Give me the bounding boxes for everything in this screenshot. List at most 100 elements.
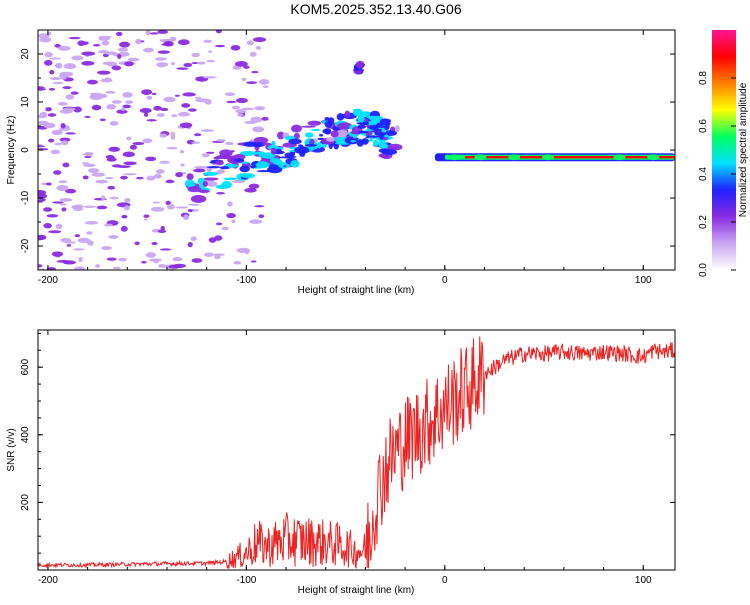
spectrogram-y-tick-label: 20 — [20, 48, 31, 60]
carrier-line-core — [464, 156, 675, 159]
chirp-blob — [255, 161, 270, 169]
spectrogram-x-tick-label: 0 — [442, 275, 448, 286]
carrier-bright-spot — [474, 154, 487, 161]
noise-blob — [120, 108, 126, 111]
spectrogram-y-tick-label: 10 — [20, 96, 31, 108]
noise-blob — [47, 113, 57, 117]
chirp-blob — [330, 130, 339, 138]
noise-blob — [194, 96, 202, 99]
noise-blob — [157, 30, 169, 34]
noise-blob — [157, 63, 166, 68]
noise-blob — [149, 258, 162, 262]
noise-blob — [60, 123, 66, 129]
noise-blob — [179, 149, 185, 154]
noise-blob — [68, 36, 81, 40]
noise-blob — [81, 51, 96, 56]
noise-blob — [141, 260, 147, 264]
noise-blob — [73, 248, 85, 251]
noise-blob — [81, 162, 90, 165]
chirp-blob — [373, 139, 379, 148]
noise-blob — [105, 90, 116, 94]
noise-blob — [65, 188, 77, 194]
carrier-bright-spot — [647, 154, 660, 161]
chirp-blob — [378, 148, 389, 153]
chirp-blob — [358, 130, 368, 134]
chirp-blob — [251, 142, 266, 148]
noise-blob — [39, 111, 48, 118]
spectrogram-x-tick-label: -200 — [38, 275, 58, 286]
noise-blob — [62, 107, 76, 111]
colorbar-tick-label: 0.6 — [698, 119, 709, 133]
chirp-blob — [198, 189, 210, 194]
noise-blob — [45, 107, 52, 112]
noise-blob — [213, 253, 225, 257]
spectrogram-x-tick-label: -100 — [236, 275, 256, 286]
noise-blob — [163, 96, 176, 103]
noise-blob — [221, 226, 229, 231]
noise-blob — [160, 107, 169, 112]
chirp-blob — [215, 184, 231, 190]
chirp-blob — [270, 147, 277, 155]
noise-blob — [99, 118, 106, 122]
noise-blob — [159, 133, 168, 138]
noise-blob — [98, 35, 113, 39]
noise-blob — [48, 138, 55, 143]
spectrogram-y-tick-label: -20 — [20, 238, 31, 253]
snr-x-tick-label: 100 — [635, 575, 652, 586]
noise-blob — [157, 50, 171, 54]
noise-blob — [115, 31, 123, 37]
noise-blob — [136, 176, 144, 180]
chirp-blob — [324, 120, 333, 128]
noise-blob — [73, 266, 86, 270]
chirp-blob — [366, 135, 382, 138]
noise-blob — [55, 62, 63, 69]
noise-blob — [86, 231, 93, 235]
noise-blob — [261, 116, 269, 121]
noise-blob — [194, 133, 202, 137]
noise-blob — [196, 61, 206, 65]
carrier-bright-spot — [448, 154, 461, 161]
chirp-blob — [290, 159, 300, 168]
noise-blob — [231, 105, 240, 110]
noise-blob — [45, 182, 52, 186]
noise-blob — [87, 79, 99, 85]
noise-blob — [146, 175, 156, 181]
noise-blob — [145, 30, 151, 36]
noise-blob — [117, 54, 122, 59]
noise-blob — [123, 173, 137, 176]
spectrogram-x-label: Height of straight line (km) — [298, 285, 415, 296]
noise-blob — [117, 47, 129, 52]
chirp-blob — [203, 177, 219, 181]
noise-blob — [143, 214, 150, 218]
noise-blob — [152, 201, 160, 204]
noise-blob — [163, 40, 174, 47]
chirp-blob — [374, 132, 387, 136]
snr-y-tick-label: 400 — [20, 426, 31, 443]
noise-blob — [145, 156, 157, 162]
noise-blob — [151, 92, 157, 96]
noise-blob — [111, 100, 122, 104]
noise-blob — [87, 240, 94, 246]
noise-blob — [101, 246, 112, 251]
chirp-blob — [190, 194, 207, 203]
chirp-blob — [269, 157, 281, 164]
snr-x-tick-label: 0 — [442, 575, 448, 586]
noise-blob — [59, 137, 71, 142]
chirp-blob — [256, 170, 273, 173]
chirp-blob — [294, 146, 310, 154]
carrier-bright-spot — [541, 154, 554, 161]
noise-blob — [176, 67, 189, 70]
noise-blob — [250, 260, 257, 263]
noise-blob — [170, 134, 176, 140]
noise-blob — [262, 85, 269, 89]
chirp-blob — [336, 113, 345, 121]
noise-blob — [66, 244, 72, 247]
noise-blob — [107, 185, 116, 190]
noise-blob — [43, 222, 52, 229]
chirp-blob — [223, 177, 237, 181]
noise-blob — [38, 86, 45, 89]
snr-y-tick-label: 600 — [20, 358, 31, 375]
noise-blob — [105, 177, 114, 180]
